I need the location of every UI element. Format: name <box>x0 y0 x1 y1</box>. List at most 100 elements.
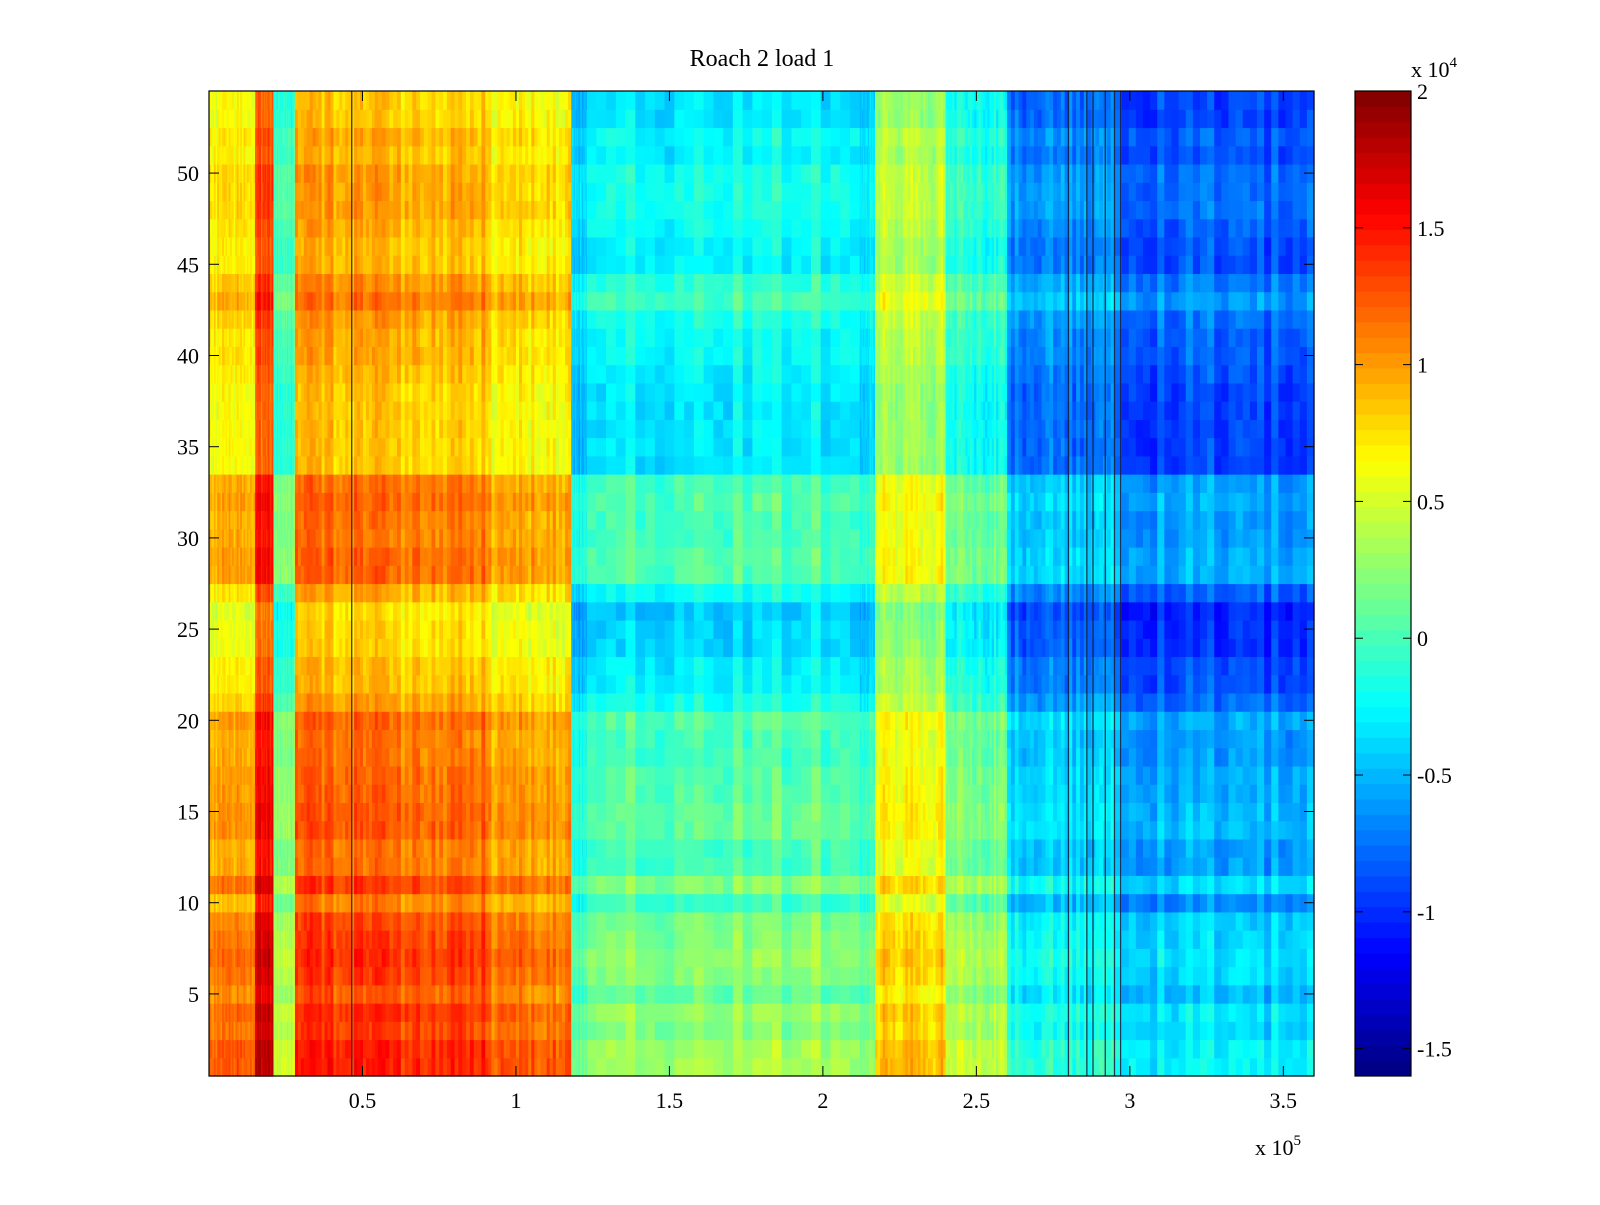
heatmap-cell <box>258 692 260 712</box>
heatmap-cell <box>215 966 218 986</box>
heatmap-cell <box>215 382 218 402</box>
heatmap-cell <box>259 984 261 1004</box>
heatmap-cell <box>225 930 228 949</box>
heatmap-cell <box>241 674 245 694</box>
heatmap-cell <box>275 911 278 931</box>
heatmap-cell <box>257 127 259 147</box>
heatmap-cell <box>215 765 218 785</box>
heatmap-cell <box>253 510 256 530</box>
heatmap-cell <box>246 656 250 676</box>
heatmap-cell <box>260 656 262 676</box>
heatmap-cell <box>241 729 245 749</box>
heatmap-cell <box>271 127 273 147</box>
heatmap-cell <box>217 930 220 949</box>
heatmap-cell <box>257 346 259 366</box>
heatmap-cell <box>273 638 275 658</box>
heatmap-cell <box>257 492 259 512</box>
heatmap-cell <box>269 930 271 949</box>
heatmap-cell <box>273 419 275 439</box>
heatmap-cell <box>241 875 245 895</box>
heatmap-cell <box>266 163 268 183</box>
heatmap-cell <box>272 236 274 256</box>
heatmap-cell <box>210 601 213 621</box>
heatmap-cell <box>262 875 264 895</box>
heatmap-cell <box>233 747 236 767</box>
heatmap-cell <box>261 218 263 238</box>
heatmap-cell <box>272 163 274 183</box>
heatmap-cell <box>262 255 265 275</box>
heatmap-cell <box>266 930 269 949</box>
heatmap-cell <box>209 784 212 803</box>
heatmap-cell <box>248 1057 251 1077</box>
heatmap-cell <box>233 875 236 895</box>
heatmap-cell <box>258 784 261 803</box>
heatmap-cell <box>264 401 266 420</box>
heatmap-cell <box>256 145 258 165</box>
heatmap-cell <box>209 1021 212 1041</box>
heatmap-cell <box>268 492 271 512</box>
heatmap-cell <box>230 528 233 548</box>
heatmap-cell <box>212 182 215 202</box>
heatmap-cell <box>267 91 269 110</box>
heatmap-cell <box>276 273 278 293</box>
heatmap-cell <box>270 638 272 658</box>
heatmap-cell <box>256 765 258 785</box>
heatmap-cell <box>245 528 248 548</box>
heatmap-cell <box>272 291 274 311</box>
heatmap-cell <box>269 966 271 986</box>
heatmap-cell <box>272 747 274 767</box>
heatmap-cell <box>215 291 218 311</box>
heatmap-cell <box>272 437 274 457</box>
heatmap-cell <box>246 692 250 712</box>
heatmap-cell <box>270 273 272 293</box>
heatmap-cell <box>220 382 223 402</box>
heatmap-cell <box>265 656 267 676</box>
heatmap-cell <box>256 893 258 913</box>
heatmap-cell <box>260 838 262 858</box>
heatmap-cell <box>272 692 275 712</box>
heatmap-cell <box>245 346 248 366</box>
heatmap-cell <box>218 966 222 986</box>
heatmap-cell <box>230 510 233 530</box>
heatmap-cell <box>233 601 236 621</box>
heatmap-cell <box>267 911 269 931</box>
heatmap-cell <box>245 583 248 603</box>
heatmap-cell <box>266 984 269 1004</box>
heatmap-cell <box>241 711 245 731</box>
heatmap-cell <box>273 163 275 183</box>
heatmap-cell <box>217 145 220 165</box>
heatmap-cell <box>257 200 259 220</box>
heatmap-cell <box>268 875 270 895</box>
heatmap-cell <box>262 528 264 548</box>
heatmap-cell <box>258 91 260 110</box>
heatmap-cell <box>228 401 231 420</box>
heatmap-cell <box>243 911 246 931</box>
heatmap-cell <box>222 474 225 493</box>
heatmap-cell <box>228 127 231 147</box>
heatmap-cell <box>236 802 240 822</box>
heatmap-cell <box>275 619 278 639</box>
heatmap-cell <box>245 692 248 712</box>
heatmap-cell <box>258 419 261 439</box>
heatmap-cell <box>270 857 273 876</box>
heatmap-cell <box>263 784 265 803</box>
heatmap-cell <box>238 419 241 439</box>
heatmap-cell <box>262 182 264 202</box>
heatmap-cell <box>248 273 251 293</box>
heatmap-cell <box>255 765 257 785</box>
heatmap-cell <box>266 218 268 238</box>
heatmap-cell <box>268 510 271 530</box>
heatmap-cell <box>263 619 265 639</box>
heatmap-cell <box>217 291 220 311</box>
heatmap-cell <box>263 382 265 402</box>
heatmap-cell <box>210 419 213 439</box>
heatmap-cell <box>218 91 222 110</box>
heatmap-cell <box>264 656 266 676</box>
heatmap-cell <box>238 291 241 311</box>
heatmap-cell <box>235 328 238 347</box>
heatmap-cell <box>212 638 215 658</box>
heatmap-cell <box>273 875 275 895</box>
heatmap-cell <box>275 510 278 530</box>
heatmap-cell <box>260 91 263 110</box>
heatmap-cell <box>218 200 222 220</box>
